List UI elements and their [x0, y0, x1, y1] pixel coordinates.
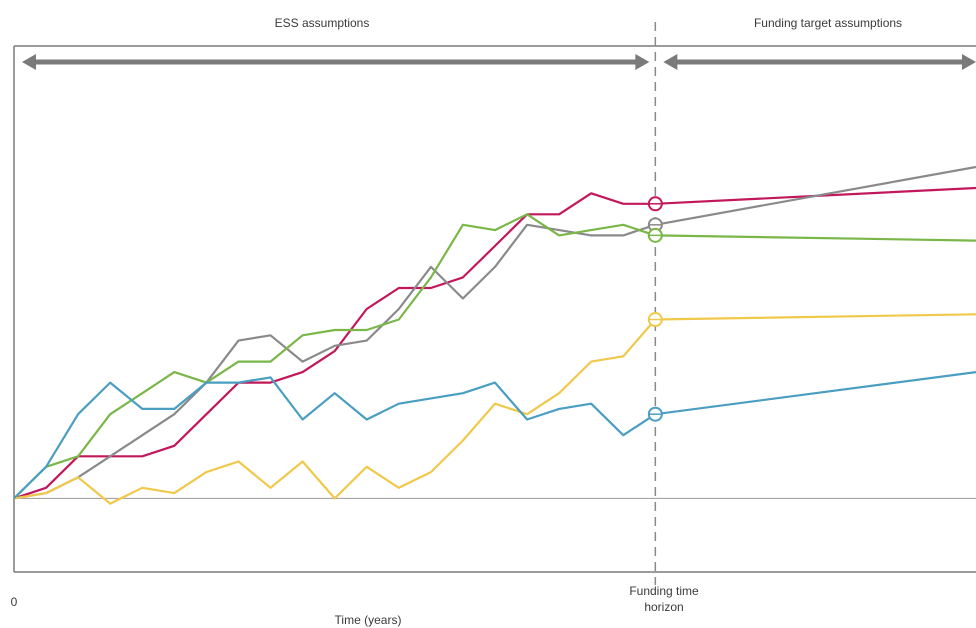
horizon-marker-3	[647, 227, 663, 243]
horizon-label-line2: horizon	[644, 600, 683, 614]
horizon-marker-1	[647, 196, 663, 212]
ess-region-arrow-head-right	[635, 54, 650, 70]
series-line-3	[13, 213, 976, 500]
series-line-2	[13, 165, 976, 500]
series-line-1	[13, 186, 976, 500]
horizon-marker-5	[647, 406, 663, 422]
funding-target-assumptions-label: Funding target assumptions	[754, 16, 902, 30]
x-origin-label: 0	[11, 595, 18, 609]
horizon-markers	[647, 196, 663, 422]
x-axis-label: Time (years)	[335, 613, 402, 627]
series-line-5	[13, 371, 976, 500]
funding-target-region-arrow-head-right	[962, 54, 976, 70]
region-arrows	[22, 54, 976, 70]
funding-target-region-arrow	[663, 54, 976, 70]
series-line-4	[13, 313, 976, 505]
ess-region-arrow	[22, 54, 650, 70]
funding-target-region-arrow-head-left	[663, 54, 678, 70]
plot-frame	[13, 22, 976, 585]
ess-region-arrow-head-left	[22, 54, 36, 70]
horizon-label-line1: Funding time	[629, 584, 699, 598]
ess-assumptions-label: ESS assumptions	[275, 16, 370, 30]
horizon-marker-4	[647, 312, 663, 328]
series-lines	[13, 165, 976, 505]
